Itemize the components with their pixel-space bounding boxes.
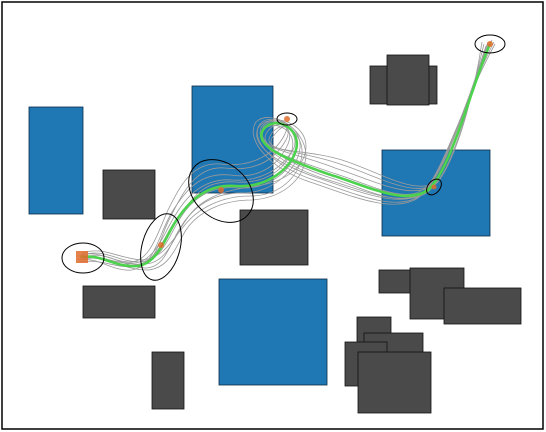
uncertainty-ellipse bbox=[188, 159, 254, 223]
sample-trajectory bbox=[80, 41, 483, 263]
waypoint-marker bbox=[158, 242, 164, 248]
blue-regions bbox=[28, 85, 491, 386]
waypoint-marker bbox=[431, 184, 437, 190]
uncertainty-ellipses bbox=[61, 34, 506, 281]
waypoint-markers bbox=[76, 41, 493, 263]
uncertainty-ellipse bbox=[61, 242, 105, 274]
obstacle bbox=[102, 169, 156, 220]
blue-region-left bbox=[28, 106, 84, 215]
waypoint-marker bbox=[284, 116, 290, 122]
uncertainty-ellipse bbox=[474, 34, 506, 54]
goal-marker bbox=[487, 41, 493, 47]
obstacle bbox=[239, 209, 309, 266]
uncertainty-ellipse bbox=[426, 178, 442, 196]
obstacle bbox=[386, 54, 430, 106]
obstacles bbox=[82, 54, 522, 414]
obstacle bbox=[151, 351, 185, 410]
waypoint-marker bbox=[218, 187, 224, 193]
obstacle bbox=[443, 287, 522, 325]
uncertainty-ellipse bbox=[276, 112, 298, 126]
sample-trajectory bbox=[79, 43, 485, 268]
blue-region-bottom bbox=[218, 278, 328, 386]
start-marker bbox=[76, 251, 88, 263]
sample-trajectory bbox=[82, 43, 496, 271]
uncertainty-ellipse bbox=[140, 213, 182, 281]
obstacle bbox=[357, 351, 432, 414]
obstacle bbox=[82, 285, 156, 319]
